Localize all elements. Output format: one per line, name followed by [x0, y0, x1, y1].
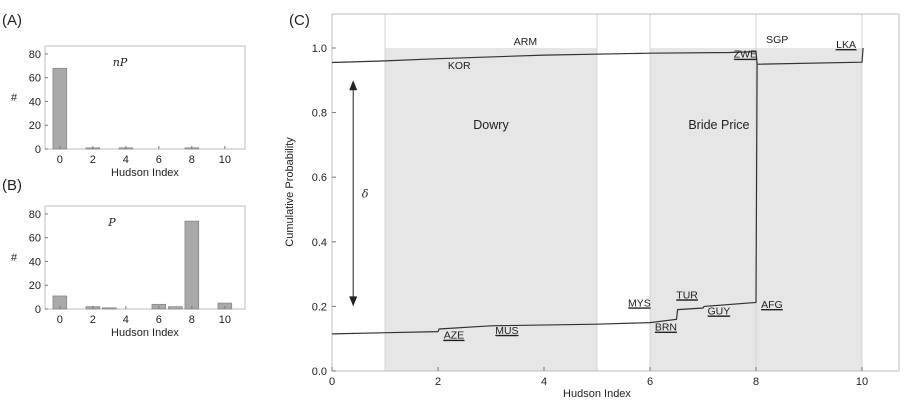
cdf-line: [331, 47, 864, 65]
y-tick-label: 0.0: [312, 366, 327, 378]
panel-a-x-tick-label: 4: [123, 154, 129, 166]
panel-a: (A) 0 20 40 60 80 0 2 4 6 8 10 # nP Hudson Index: [2, 12, 246, 179]
panel-c-shaded-regions: Dowry Bride Price: [385, 48, 862, 371]
panel-c-label: (C): [289, 12, 310, 29]
panel-b-bar: [168, 306, 183, 310]
panel-b-x-tick-label: 0: [57, 314, 63, 326]
x-tick-label: 4: [541, 376, 547, 388]
panel-b-x-tick-label: 10: [219, 314, 231, 326]
panel-c-annotations: KOR ARM SGP LKA ZWE AZE MUS MYS BRN TUR GUY AFG: [443, 34, 857, 342]
panel-b-label: (B): [2, 177, 22, 194]
panel-b-bars: [52, 220, 233, 310]
country-label: BRN: [655, 322, 677, 334]
panel-b-x-label: Hudson Index: [111, 327, 179, 339]
panel-c-y-label: Cumulative Probability: [284, 137, 296, 247]
country-label: MYS: [628, 297, 651, 309]
panel-c-delta-arrow: δ: [349, 80, 369, 307]
delta-arrow-head-up: [349, 80, 358, 91]
panel-b-x-tick-label: 4: [123, 314, 129, 326]
panel-a-x-tick-label: 6: [156, 154, 162, 166]
panel-a-y-tick-label: 0: [35, 144, 41, 156]
delta-label: δ: [362, 187, 369, 200]
panel-a-x-tick-label: 2: [90, 154, 96, 166]
country-label: SGP: [766, 34, 788, 46]
panel-b-x-tick-label: 2: [90, 314, 96, 326]
region-label: Bride Price: [688, 118, 749, 132]
panel-c-series: [331, 47, 864, 335]
panel-a-x-axis: 0 2 4 6 8 10: [57, 146, 231, 166]
panel-a-y-label: #: [11, 92, 18, 104]
panel-c-y-axis: 0.0 0.2 0.4 0.6 0.8 1.0: [312, 43, 336, 378]
x-tick-label: 2: [435, 376, 441, 388]
panel-a-label: (A): [2, 12, 22, 29]
y-tick-label: 0.8: [312, 108, 327, 120]
panel-a-x-tick-label: 10: [219, 154, 231, 166]
x-tick-label: 6: [647, 376, 653, 388]
panel-b-y-axis: 0 20 40 60 80: [29, 209, 48, 316]
panel-b-y-tick-label: 0: [35, 304, 41, 316]
panel-c-gridlines: [384, 14, 863, 371]
shaded-region: [756, 48, 862, 371]
country-label: MUS: [495, 325, 518, 337]
y-tick-label: 0.6: [312, 172, 327, 184]
panel-a-bars: [52, 67, 200, 150]
panel-c: (C) Dowry Bride Price 0.00.20.40.60.81.0 …: [284, 12, 900, 400]
y-tick-label: 1.0: [312, 43, 327, 55]
panel-b-y-tick-label: 20: [29, 280, 41, 292]
panel-a-y-tick-label: 20: [29, 120, 41, 132]
panel-b-x-tick-label: 6: [156, 314, 162, 326]
panel-a-y-tick-label: 60: [29, 73, 41, 85]
panel-a-frame: [44, 45, 246, 150]
country-label: ZWE: [734, 49, 757, 61]
country-label: ARM: [514, 36, 537, 48]
panel-a-x-tick-label: 0: [57, 154, 63, 166]
panel-b-series-label: P: [107, 216, 116, 229]
panel-a-series-label: nP: [113, 56, 128, 69]
country-label: GUY: [708, 305, 731, 317]
country-label: LKA: [836, 39, 856, 51]
shaded-region: [650, 48, 756, 371]
panel-b: (B) 0 20 40 60 80 0 2 4 6 8 10 # P Hudson Index: [2, 177, 246, 339]
panel-c-x-label: Hudson Index: [563, 388, 631, 400]
x-tick-label: 8: [753, 376, 759, 388]
country-label: AZE: [444, 330, 464, 342]
region-label: Dowry: [473, 118, 509, 132]
panel-a-y-tick-label: 40: [29, 96, 41, 108]
panel-a-y-tick-label: 80: [29, 49, 41, 61]
panel-a-x-tick-label: 8: [189, 154, 195, 166]
panel-a-bar: [52, 67, 68, 150]
panel-b-y-tick-label: 60: [29, 233, 41, 245]
delta-arrow-head-down: [349, 296, 358, 307]
panel-b-x-axis: 0 2 4 6 8 10: [57, 306, 231, 326]
panel-a-x-label: Hudson Index: [111, 167, 179, 179]
panel-b-y-tick-label: 80: [29, 209, 41, 221]
panel-c-x-axis: 0 2 4 6 8 10: [329, 367, 868, 388]
y-tick-label: 0.4: [312, 237, 327, 249]
y-tick-label: 0.2: [312, 301, 327, 313]
country-label: KOR: [448, 60, 471, 72]
panel-b-x-tick-label: 8: [189, 314, 195, 326]
country-label: TUR: [676, 289, 698, 301]
panel-b-frame: [44, 205, 246, 310]
x-tick-label: 0: [329, 376, 335, 388]
panel-b-bar: [184, 220, 200, 310]
country-label: AFG: [761, 299, 783, 311]
panel-c-frame: [331, 13, 900, 372]
shaded-region: [385, 48, 597, 371]
x-tick-label: 10: [856, 376, 868, 388]
panel-b-bar: [102, 307, 117, 310]
cdf-line: [331, 64, 758, 335]
panel-b-y-tick-label: 40: [29, 256, 41, 268]
panel-b-y-label: #: [11, 252, 18, 264]
panel-a-y-axis: 0 20 40 60 80: [29, 49, 48, 156]
